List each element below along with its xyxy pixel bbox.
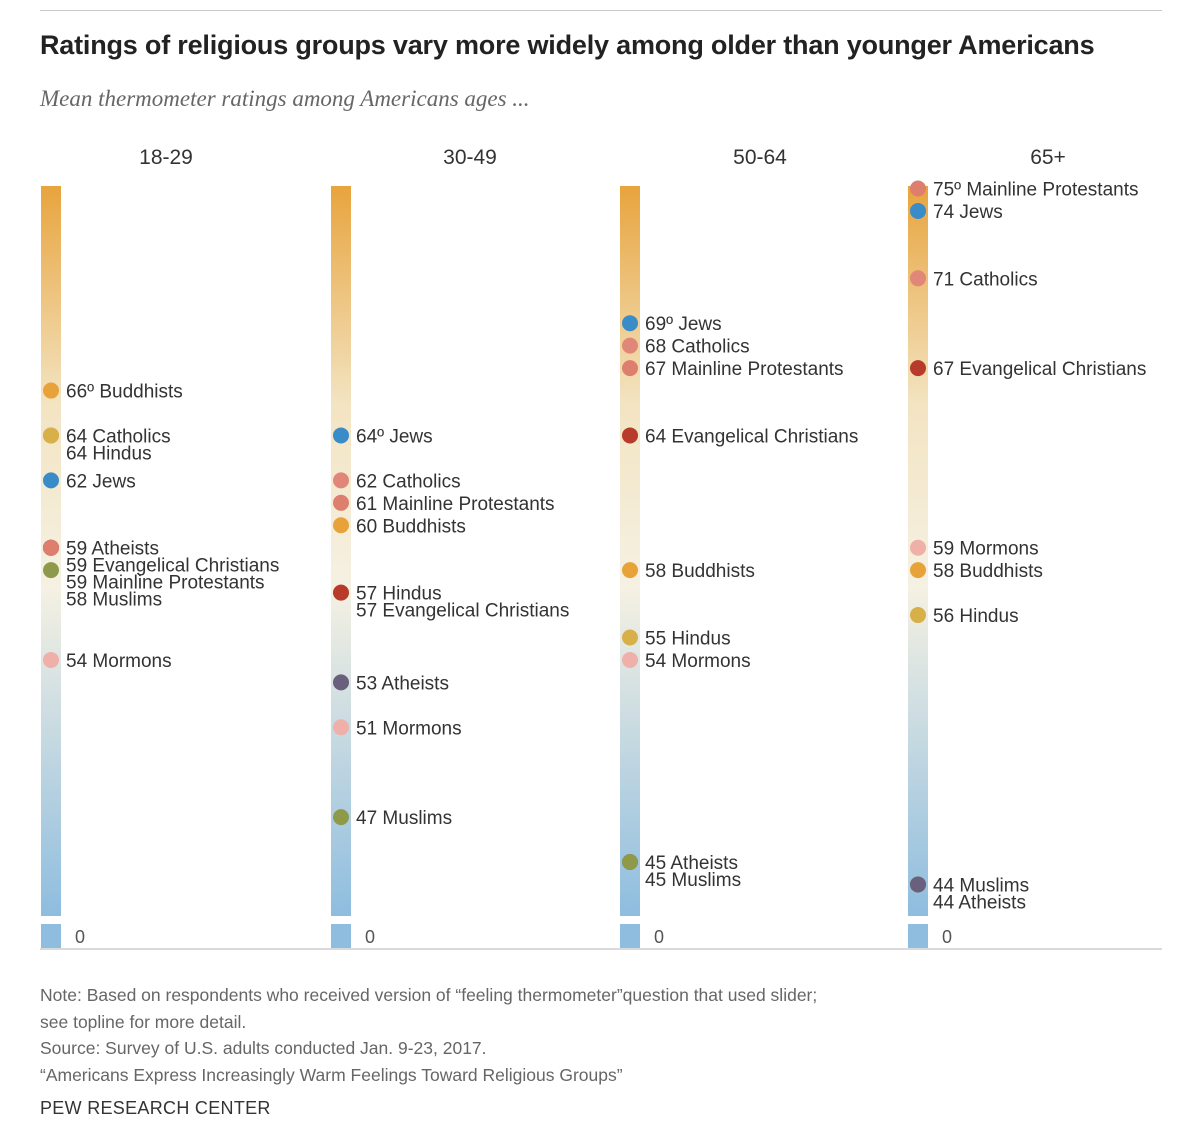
dot-jews: [333, 427, 349, 444]
age-header: 30-49: [443, 146, 497, 169]
label-mainline-protestants: 59 Mainline Protestants: [66, 573, 265, 594]
dot-mainline-protestants: [43, 539, 59, 556]
label-atheists: 45 Atheists: [645, 853, 738, 874]
label-jews: 64º Jews: [356, 426, 433, 447]
label-jews: 62 Jews: [66, 471, 136, 492]
dot-hindus: [910, 607, 926, 624]
label-hindus: 57 Hindus: [356, 584, 442, 605]
age-header: 65+: [1030, 146, 1066, 169]
dot-mormons: [910, 539, 926, 556]
thermometer-base: [41, 924, 61, 948]
dot-evangelical-christians: [910, 360, 926, 377]
thermometer-base: [620, 924, 640, 948]
dot-buddhists: [622, 562, 638, 579]
dot-muslims: [43, 562, 59, 579]
label-mormons: 51 Mormons: [356, 718, 462, 739]
label-catholics: 68 Catholics: [645, 337, 750, 358]
label-hindus: 56 Hindus: [933, 606, 1019, 627]
label-muslims: 58 Muslims: [66, 590, 162, 611]
chart-subtitle: Mean thermometer ratings among Americans…: [40, 86, 530, 111]
dot-buddhists: [43, 382, 59, 399]
dot-hindus: [43, 427, 59, 444]
label-jews: 74 Jews: [933, 202, 1003, 223]
dot-mormons: [43, 651, 59, 668]
label-mormons: 54 Mormons: [66, 651, 172, 672]
thermometer-bar: [620, 186, 640, 916]
top-rule: [40, 10, 1162, 11]
dot-atheists: [910, 876, 926, 893]
dot-hindus: [622, 629, 638, 646]
label-catholics: 71 Catholics: [933, 269, 1038, 290]
notes: Note: Based on respondents who received …: [40, 982, 817, 1088]
dot-muslims: [333, 809, 349, 826]
dot-mormons: [333, 719, 349, 736]
dot-evangelical-christians: [622, 427, 638, 444]
label-jews: 69º Jews: [645, 314, 722, 335]
dot-buddhists: [333, 517, 349, 534]
label-mainline-protestants: 67 Mainline Protestants: [645, 359, 844, 380]
zero-label: 0: [942, 927, 952, 947]
label-mainline-protestants: 61 Mainline Protestants: [356, 494, 555, 515]
label-hindus: 64 Hindus: [66, 443, 152, 464]
source-line: Source: Survey of U.S. adults conducted …: [40, 1038, 487, 1058]
label-mormons: 59 Mormons: [933, 539, 1039, 560]
label-atheists: 53 Atheists: [356, 673, 449, 694]
dot-catholics: [910, 270, 926, 287]
chart-title: Ratings of religious groups vary more wi…: [40, 30, 1095, 60]
label-hindus: 55 Hindus: [645, 629, 731, 650]
dot-atheists: [333, 674, 349, 691]
dot-mainline-protestants: [622, 360, 638, 377]
pew-research-center-logo: PEW RESEARCH CENTER: [40, 1098, 271, 1118]
label-mainline-protestants: 75º Mainline Protestants: [933, 180, 1139, 201]
label-buddhists: 58 Buddhists: [645, 561, 755, 582]
dot-evangelical-christians: [333, 584, 349, 601]
dot-jews: [910, 202, 926, 219]
label-catholics: 62 Catholics: [356, 471, 461, 492]
thermometer-base: [908, 924, 928, 948]
label-buddhists: 66º Buddhists: [66, 382, 183, 403]
zero-label: 0: [654, 927, 664, 947]
age-header: 50-64: [733, 146, 787, 169]
label-muslims: 45 Muslims: [645, 870, 741, 891]
dot-jews: [43, 472, 59, 489]
label-catholics: 64 Catholics: [66, 426, 171, 447]
label-atheists: 44 Atheists: [933, 892, 1026, 913]
dot-buddhists: [910, 562, 926, 579]
zero-label: 0: [365, 927, 375, 947]
dot-mainline-protestants: [910, 180, 926, 197]
dot-catholics: [333, 472, 349, 489]
label-atheists: 59 Atheists: [66, 539, 159, 560]
age-header: 18-29: [139, 146, 193, 169]
dot-catholics: [622, 337, 638, 354]
dot-mormons: [622, 651, 638, 668]
zero-label: 0: [75, 927, 85, 947]
dot-jews: [622, 315, 638, 332]
label-evangelical-christians: 59 Evangelical Christians: [66, 556, 279, 577]
label-evangelical-christians: 67 Evangelical Christians: [933, 359, 1146, 380]
label-buddhists: 60 Buddhists: [356, 516, 466, 537]
label-evangelical-christians: 64 Evangelical Christians: [645, 426, 858, 447]
thermometer-bar: [331, 186, 351, 916]
report-title-line: “Americans Express Increasingly Warm Fee…: [40, 1064, 623, 1085]
note-line-2: see topline for more detail.: [40, 1011, 247, 1032]
dot-mainline-protestants: [333, 494, 349, 511]
note-line-1: Note: Based on respondents who received …: [40, 985, 818, 1005]
label-muslims: 44 Muslims: [933, 875, 1029, 896]
dot-muslims: [622, 854, 638, 870]
label-muslims: 47 Muslims: [356, 808, 452, 829]
thermometer-base: [331, 924, 351, 948]
label-evangelical-christians: 57 Evangelical Christians: [356, 601, 569, 622]
label-buddhists: 58 Buddhists: [933, 561, 1043, 582]
label-mormons: 54 Mormons: [645, 651, 751, 672]
